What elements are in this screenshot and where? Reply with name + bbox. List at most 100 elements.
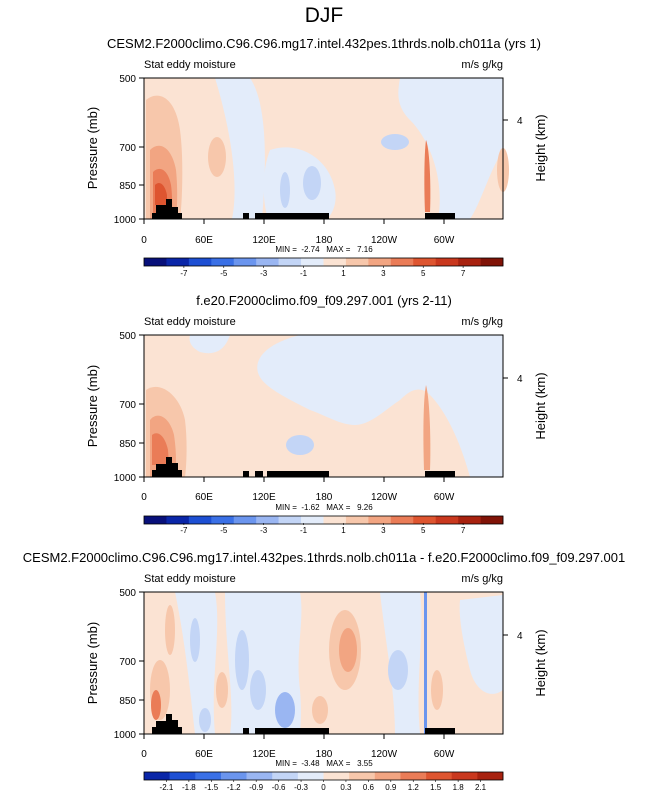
panel-2-colorbar-cell	[166, 516, 190, 524]
panel-2-colorbar-cell	[188, 516, 212, 524]
panel-3-ytick: 700	[119, 657, 136, 668]
panel-2-left-label: Stat eddy moisture	[144, 316, 236, 328]
panel-2-xtick: 60E	[195, 492, 213, 503]
panel-1-colorbar-cell	[278, 258, 302, 266]
panel-1-y-axis: 500 700 850 1000	[114, 74, 144, 226]
panel-1-colorbar-cell	[435, 258, 459, 266]
panel-1-xtick: 120E	[252, 235, 276, 246]
panel-2-colorbar-cell	[278, 516, 302, 524]
panel-1-xtick: 120W	[371, 235, 398, 246]
panel-1-colorbar: -7 -5 -3 -1 1 3 5 7	[143, 257, 504, 278]
panel-2-colorbar-cell	[413, 516, 436, 524]
panel-2-xtick: 0	[141, 492, 147, 503]
panel-1-left-label: Stat eddy moisture	[144, 59, 236, 71]
panel-3-colorbar-cell	[144, 772, 170, 780]
panel-3-field-positive	[431, 670, 443, 710]
panel-2-ytick: 1000	[114, 473, 137, 484]
panel-2-x-axis: 0 60E 120E 180 120W 60W	[141, 477, 455, 503]
panel-1-colorbar-cell	[345, 258, 369, 266]
panel-3-xtick: 120E	[252, 749, 276, 760]
panel-3-ytick: 1000	[114, 730, 137, 741]
panel-3-colorbar-label: 1.2	[408, 783, 420, 792]
panel-3-field-negative	[459, 595, 503, 694]
panel-3-colorbar-label: -0.6	[272, 783, 286, 792]
panel-1-xtick: 180	[316, 235, 333, 246]
panel-1-ylabel-right: Height (km)	[533, 114, 548, 181]
panel-1-colorbar-cell	[188, 258, 212, 266]
panel-3-field-negative	[190, 618, 200, 662]
panel-3-colorbar-cell	[220, 772, 247, 780]
panel-1-colorbar-cell	[458, 258, 481, 266]
panel-1-field-positive	[424, 140, 431, 212]
panel-2-colorbar-cell	[435, 516, 459, 524]
panel-3-field-positive	[216, 672, 228, 708]
panel-1-topography	[152, 199, 455, 219]
panel-2-title: f.e20.F2000climo.f09_f09.297.001 (yrs 2-…	[196, 293, 452, 308]
panel-3-colorbar-cell	[195, 772, 222, 780]
panel-1-x-axis: 0 60E 120E 180 120W 60W	[141, 219, 455, 246]
panel-3-colorbar-cell	[272, 772, 299, 780]
panel-1-colorbar-label: -1	[300, 269, 308, 278]
figure-title: DJF	[305, 4, 344, 27]
panel-2-xtick: 60W	[434, 492, 455, 503]
panel-1-colorbar-label: -5	[220, 269, 228, 278]
panel-3: CESM2.F2000climo.C96.C96.mg17.intel.432p…	[23, 550, 625, 792]
panel-1-ytick: 1000	[114, 215, 137, 226]
panel-3-colorbar-label: -1.8	[182, 783, 196, 792]
panel-1-field-negative	[280, 172, 290, 208]
panel-3-ytick-right: 4	[517, 631, 523, 642]
panel-3-colorbar-label: 0	[321, 783, 326, 792]
panel-2-xtick: 120E	[252, 492, 276, 503]
panel-3-colorbar-cell	[297, 772, 324, 780]
panel-2-colorbar-label: 5	[421, 526, 426, 535]
panel-3-field-negative	[199, 708, 211, 732]
panel-3-ytick: 850	[119, 696, 136, 707]
panel-2-field-positive	[152, 433, 169, 465]
panel-1-colorbar-label: 3	[381, 269, 386, 278]
panel-1-colorbar-cell	[144, 258, 167, 266]
panel-1-colorbar-label: 1	[341, 269, 346, 278]
panel-2-field-negative	[257, 335, 503, 477]
panel-2-colorbar-cell	[233, 516, 257, 524]
panel-3-colorbar-label: -0.9	[249, 783, 263, 792]
panel-3-field-negative	[424, 592, 427, 734]
panel-1-title: CESM2.F2000climo.C96.C96.mg17.intel.432p…	[107, 36, 541, 51]
panel-3-colorbar-label: -1.2	[227, 783, 241, 792]
panel-2-colorbar-label: -5	[220, 526, 228, 535]
panel-3-xtick: 60E	[195, 749, 213, 760]
panel-3-xtick: 0	[141, 749, 147, 760]
panel-3-xtick: 180	[316, 749, 333, 760]
panel-3-field-negative	[250, 670, 266, 710]
panel-1-colorbar-cell	[233, 258, 257, 266]
panel-2-xtick: 180	[316, 492, 333, 503]
panel-1-field-negative	[303, 166, 321, 200]
panel-3-y-axis: 500 700 850 1000	[114, 588, 144, 741]
panel-1-field-negative	[398, 78, 503, 219]
panel-3-colorbar-label: 0.3	[340, 783, 352, 792]
panel-3-right-label: m/s g/kg	[461, 573, 503, 585]
panel-1-colorbar-label: 5	[421, 269, 426, 278]
panel-3-left-label: Stat eddy moisture	[144, 573, 236, 585]
panel-2-ytick: 850	[119, 439, 136, 450]
panel-1-ytick: 500	[119, 74, 136, 85]
panel-2-colorbar-label: -7	[180, 526, 188, 535]
panel-2-colorbar-cell	[458, 516, 481, 524]
panel-1-xtick: 0	[141, 235, 147, 246]
panel-2-colorbar-cell	[368, 516, 392, 524]
panel-1-ytick: 700	[119, 143, 136, 154]
panel-2-colorbar: -7 -5 -3 -1 1 3 5 7	[143, 515, 504, 535]
panel-3-plot-area	[143, 591, 504, 735]
panel-3-colorbar-cell	[374, 772, 401, 780]
panel-3-x-axis: 0 60E 120E 180 120W 60W	[141, 734, 455, 760]
panel-3-stats: MIN = -3.48 MAX = 3.55	[275, 759, 373, 768]
panel-1-field-positive	[155, 183, 167, 205]
panel-2-field-negative	[189, 335, 230, 354]
panel-2-colorbar-cell	[256, 516, 279, 524]
panel-2-xtick: 120W	[371, 492, 398, 503]
panel-2-topography	[152, 457, 455, 477]
panel-3-colorbar-cell	[169, 772, 196, 780]
panel-1-colorbar-cell	[301, 258, 324, 266]
panel-3-colorbar-label: 2.1	[475, 783, 487, 792]
panel-3-topography	[152, 714, 455, 734]
